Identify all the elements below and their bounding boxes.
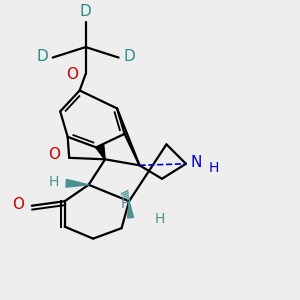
Text: D: D <box>80 4 92 19</box>
Text: H: H <box>48 175 59 189</box>
Polygon shape <box>128 201 134 218</box>
Text: O: O <box>48 147 60 162</box>
Polygon shape <box>66 179 88 187</box>
Text: O: O <box>12 197 24 212</box>
Text: D: D <box>123 49 135 64</box>
Text: H: H <box>121 197 131 211</box>
Text: D: D <box>37 49 48 64</box>
Text: O: O <box>66 67 78 82</box>
Text: H: H <box>154 212 165 226</box>
Polygon shape <box>98 145 105 159</box>
Text: N: N <box>190 155 202 170</box>
Text: H: H <box>208 161 219 175</box>
